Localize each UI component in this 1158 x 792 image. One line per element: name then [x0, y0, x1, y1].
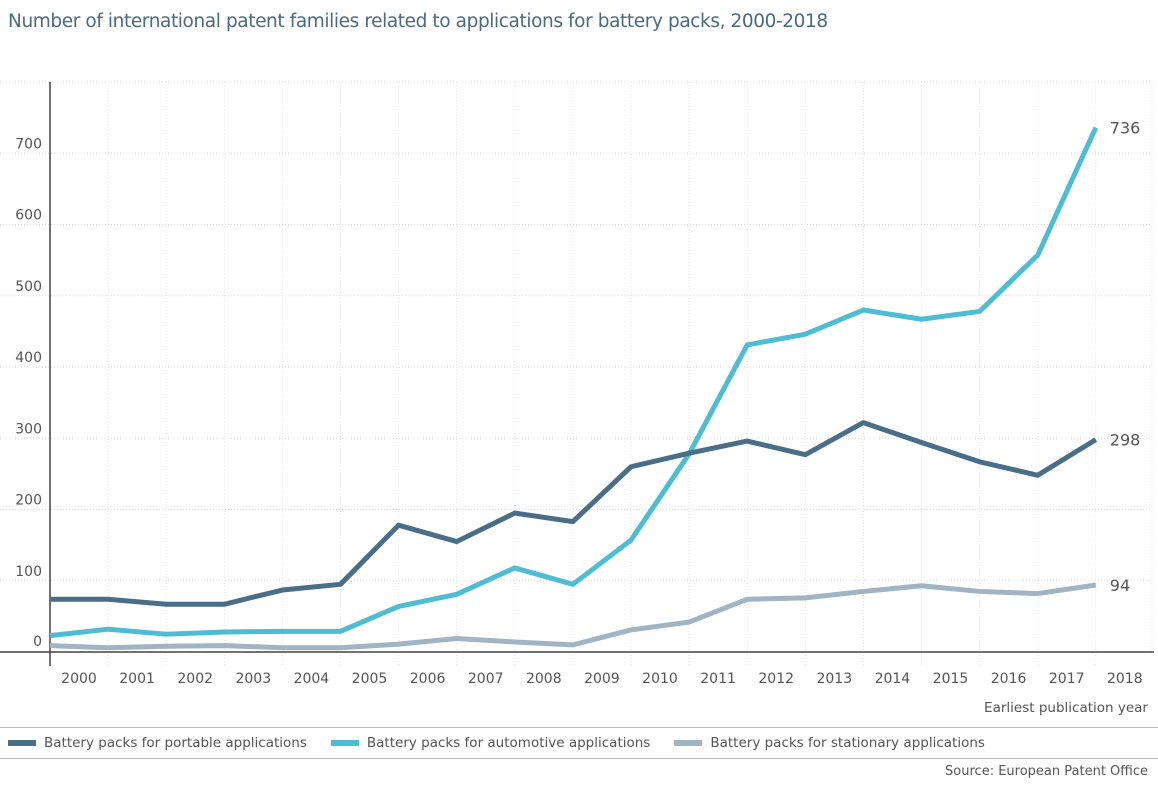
y-tick-label: 500	[15, 279, 42, 295]
end-value-label: 736	[1110, 119, 1141, 138]
x-tick-label: 2013	[816, 671, 852, 687]
y-tick-label: 700	[15, 136, 42, 152]
x-tick-label: 2018	[1107, 671, 1143, 687]
x-tick-label: 2000	[61, 671, 97, 687]
legend-label: Battery packs for portable applications	[44, 735, 307, 751]
x-tick-label: 2004	[294, 671, 330, 687]
end-value-label: 298	[1110, 431, 1141, 450]
x-tick-label: 2016	[991, 671, 1027, 687]
series-lines	[49, 126, 1099, 651]
y-axis-ticks: 0 100 200 300 400 500 600 700	[15, 136, 42, 650]
end-labels: 94 736 298	[1110, 119, 1141, 595]
end-value-label: 94	[1110, 576, 1130, 595]
y-tick-label: 600	[15, 208, 42, 224]
series-line	[49, 126, 1099, 639]
series-line	[49, 582, 1097, 651]
x-axis-ticks: 2000 2001 2002 2003 2004 2005 2006 2007 2008 2009…	[61, 671, 1142, 687]
x-tick-label: 2005	[352, 671, 388, 687]
legend-swatch	[8, 740, 36, 746]
legend-item-portable: Battery packs for portable applications	[8, 735, 307, 751]
series-line	[50, 420, 1098, 607]
legend-swatch	[330, 740, 359, 746]
x-tick-label: 2011	[700, 671, 736, 687]
x-tick-label: 2007	[468, 671, 504, 687]
x-tick-label: 2009	[584, 671, 620, 687]
x-tick-label: 2017	[1049, 671, 1085, 687]
x-tick-label: 2001	[119, 671, 155, 687]
x-tick-label: 2008	[526, 671, 562, 687]
y-tick-label: 100	[15, 564, 42, 580]
legend-item-automotive: Battery packs for automotive application…	[330, 735, 651, 751]
x-tick-label: 2003	[235, 671, 271, 687]
x-axis-label: Earliest publication year	[984, 700, 1148, 716]
source-note: Source: European Patent Office	[945, 764, 1148, 779]
chart-title: Number of international patent families …	[8, 11, 828, 32]
x-tick-label: 2015	[933, 671, 969, 687]
legend-label: Battery packs for automotive application…	[366, 735, 651, 751]
x-tick-label: 2010	[642, 671, 678, 687]
axes	[0, 82, 1154, 666]
x-tick-label: 2014	[875, 671, 911, 687]
legend: Battery packs for portable applications …	[0, 727, 1158, 759]
y-tick-label: 200	[15, 493, 42, 509]
gridlines	[0, 81, 1153, 666]
y-tick-label: 0	[33, 634, 42, 650]
x-tick-label: 2012	[758, 671, 794, 687]
y-tick-label: 300	[15, 421, 42, 437]
legend-swatch	[674, 740, 703, 746]
x-tick-label: 2002	[177, 671, 213, 687]
y-tick-label: 400	[15, 350, 42, 366]
x-tick-label: 2006	[410, 671, 446, 687]
legend-item-stationary: Battery packs for stationary application…	[674, 735, 985, 751]
legend-label: Battery packs for stationary application…	[710, 735, 985, 751]
